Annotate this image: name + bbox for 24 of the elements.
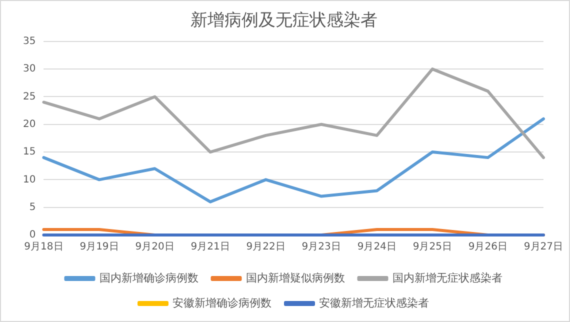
y-tick-label: 25 [22, 91, 36, 102]
legend-label: 安徽新增无症状感染者 [319, 296, 429, 310]
legend-label: 国内新增无症状感染者 [392, 271, 502, 284]
legend-label: 国内新增疑似病例数 [246, 271, 345, 284]
y-tick-label: 0 [29, 230, 36, 241]
y-tick-label: 30 [22, 64, 36, 75]
y-tick-label: 20 [22, 118, 36, 130]
x-tick-label: 9月21日 [190, 242, 230, 253]
chart-title: 新增病例及无症状感染者 [190, 10, 378, 31]
legend-label: 国内新增确诊病例数 [99, 271, 198, 284]
legend-label: 安徽新增确诊病例数 [172, 296, 272, 310]
x-tick-label: 9月23日 [302, 242, 341, 253]
x-tick-label: 9月19日 [80, 242, 119, 253]
y-tick-label: 15 [22, 146, 36, 158]
y-tick-label: 10 [22, 174, 36, 186]
x-tick-label: 9月18日 [24, 242, 64, 253]
x-tick-label: 9月20日 [135, 242, 174, 253]
x-tick-label: 9月26日 [468, 242, 508, 253]
x-tick-label: 9月27日 [524, 242, 564, 253]
y-tick-label: 35 [22, 36, 36, 47]
x-tick-label: 9月25日 [412, 242, 452, 253]
y-tick-label: 5 [29, 202, 36, 213]
x-tick-label: 9月24日 [357, 242, 396, 253]
x-tick-label: 9月22日 [246, 242, 286, 253]
